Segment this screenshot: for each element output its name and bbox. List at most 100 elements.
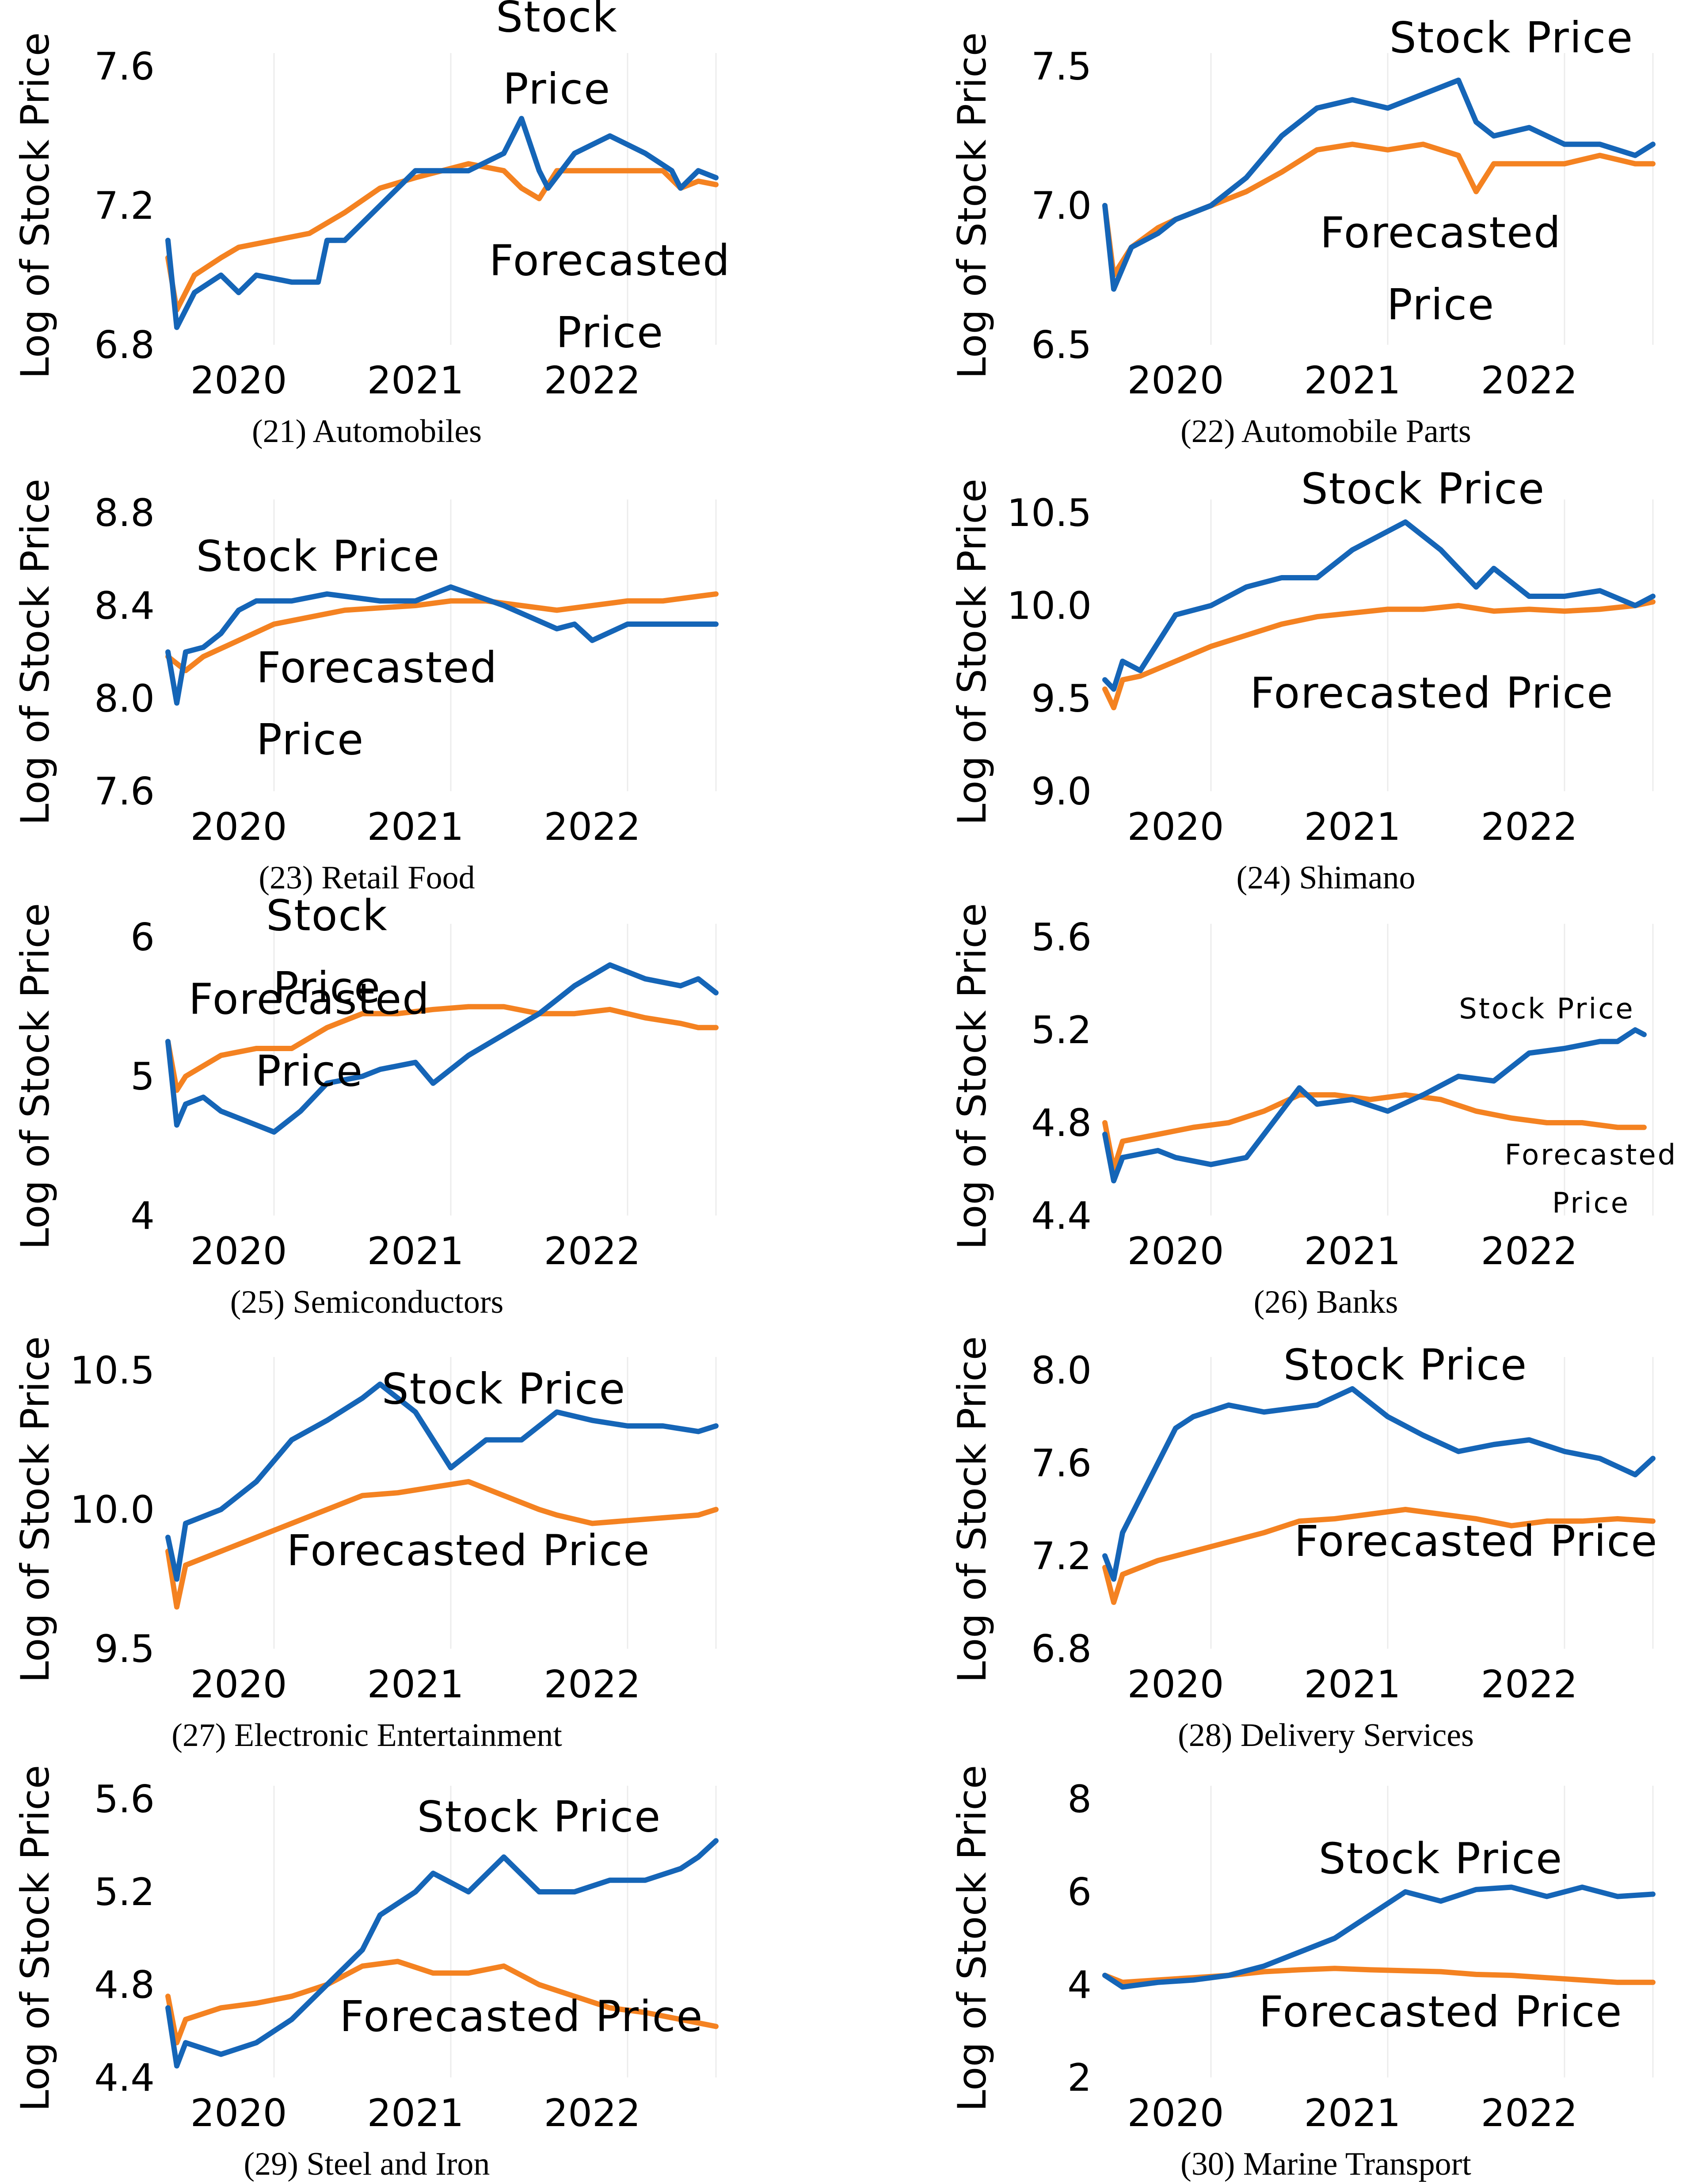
x-tick-label: 2021: [367, 805, 464, 849]
chart-caption: (29) Steel and Iron: [244, 2146, 490, 2182]
x-tick-label: 2020: [190, 1662, 287, 1707]
forecasted-price-line: [165, 1959, 719, 2046]
y-axis-label: Log of Stock Price: [949, 903, 995, 1250]
y-tick-label: 8.0: [94, 677, 155, 721]
stock-price-label: Stock Price: [1301, 464, 1545, 514]
x-tick-label: 2022: [1481, 1662, 1578, 1707]
y-axis-label: Log of Stock Price: [12, 903, 58, 1250]
y-tick-label: 6: [130, 915, 155, 960]
chart-caption: (23) Retail Food: [259, 860, 475, 896]
x-tick-label: 2021: [1304, 1662, 1401, 1707]
y-axis-label: Log of Stock Price: [949, 32, 995, 379]
y-tick-label: 8: [1067, 1777, 1092, 1822]
stock-price-label: Price: [273, 963, 381, 1012]
y-tick-label: 2: [1067, 2056, 1092, 2100]
forecasted-price-label: Price: [255, 1046, 363, 1096]
y-tick-label: 5.6: [94, 1777, 155, 1822]
x-tick-label: 2022: [544, 2091, 641, 2135]
y-tick-label: 8.4: [94, 584, 155, 628]
chart-caption: (30) Marine Transport: [1180, 2146, 1471, 2182]
y-tick-label: 4.8: [1031, 1101, 1092, 1145]
y-tick-label: 6.8: [94, 323, 155, 367]
chart-caption: (26) Banks: [1254, 1284, 1398, 1320]
forecasted-price-label: Price: [256, 715, 364, 764]
y-axis-label: Log of Stock Price: [949, 479, 995, 825]
x-tick-label: 2021: [1304, 358, 1401, 403]
y-tick-label: 7.6: [94, 770, 155, 814]
forecasted-price-label: Forecasted Price: [1250, 668, 1614, 718]
x-tick-label: 2020: [1127, 2091, 1224, 2135]
forecasted-price-label: Forecasted: [489, 236, 731, 286]
forecasted-price-line: [165, 1479, 719, 1610]
chart-panel-25: Log of Stock Price 6 5 4 2020 2021 2022 Stock Pr…: [12, 891, 719, 1320]
y-tick-label: 7.2: [1031, 1534, 1092, 1578]
stock-price-line: [1102, 1027, 1647, 1184]
forecasted-price-line: [165, 161, 719, 313]
y-tick-label: 5.2: [1031, 1008, 1092, 1052]
x-tick-label: 2022: [544, 358, 641, 403]
y-tick-label: 10.0: [70, 1488, 155, 1532]
y-tick-label: 5: [130, 1055, 155, 1099]
x-tick-label: 2020: [1127, 805, 1224, 849]
forecasted-price-label: Forecasted Price: [340, 1992, 704, 2041]
x-tick-label: 2020: [190, 358, 287, 403]
stock-price-label: Stock Price: [196, 531, 440, 581]
y-tick-label: 4: [1067, 1963, 1092, 2007]
stock-price-label: Stock Price: [417, 1792, 661, 1842]
x-tick-label: 2021: [367, 358, 464, 403]
x-tick-label: 2021: [1304, 2091, 1401, 2135]
chart-panel-22: Log of Stock Price 7.5 7.0 6.5 2020 2021 2022 S…: [949, 13, 1656, 450]
stock-price-label: Price: [503, 64, 611, 114]
y-axis-label: Log of Stock Price: [949, 1336, 995, 1683]
stock-price-label: Stock: [496, 0, 618, 42]
chart-caption: (24) Shimano: [1237, 860, 1416, 896]
chart-panel-24: Log of Stock Price 10.5 10.0 9.5 9.0 2020 2021…: [949, 464, 1656, 896]
y-tick-label: 4.8: [94, 1963, 155, 2007]
stock-price-line: [165, 1838, 719, 2069]
x-tick-label: 2022: [544, 805, 641, 849]
forecasted-price-label: Price: [556, 308, 664, 358]
forecasted-price-label: Forecasted Price: [1294, 1517, 1658, 1566]
forecasted-price-label: Price: [1387, 280, 1495, 330]
x-tick-label: 2020: [190, 1229, 287, 1273]
y-tick-label: 7.6: [1031, 1441, 1092, 1486]
forecasted-price-line: [165, 1004, 719, 1093]
y-tick-label: 7.2: [94, 184, 155, 228]
stock-price-label: Stock Price: [1283, 1340, 1527, 1390]
y-tick-label: 5.2: [94, 1870, 155, 1914]
y-axis-label: Log of Stock Price: [12, 1336, 58, 1683]
stock-price-line: [1102, 519, 1656, 692]
y-tick-label: 7.5: [1031, 45, 1092, 89]
y-tick-label: 8.8: [94, 491, 155, 535]
stock-price-line: [1102, 1884, 1656, 1990]
x-tick-label: 2021: [367, 1229, 464, 1273]
y-axis-label: Log of Stock Price: [949, 1765, 995, 2112]
forecasted-price-label: Forecasted Price: [287, 1526, 651, 1575]
chart-panel-27: Log of Stock Price 10.5 10.0 9.5 2020 2021 202…: [12, 1336, 719, 1753]
x-tick-label: 2020: [190, 2091, 287, 2135]
forecasted-price-line: [1102, 141, 1656, 278]
x-tick-label: 2021: [1304, 1229, 1401, 1273]
stock-price-line: [165, 962, 719, 1135]
chart-caption: (25) Semiconductors: [230, 1284, 504, 1320]
y-tick-label: 5.6: [1031, 915, 1092, 960]
chart-panel-30: Log of Stock Price 8 6 4 2 2020 2021 2022 Stock …: [949, 1765, 1656, 2182]
y-tick-label: 10.5: [70, 1349, 155, 1393]
chart-panel-28: Log of Stock Price 8.0 7.6 7.2 6.8 2020 2021 20…: [949, 1336, 1658, 1753]
chart-panel-29: Log of Stock Price 5.6 5.2 4.8 4.4 2020 2021 20…: [12, 1765, 719, 2182]
stock-price-line: [1102, 77, 1656, 292]
y-tick-label: 7.0: [1031, 184, 1092, 228]
chart-caption: (28) Delivery Services: [1178, 1717, 1474, 1753]
chart-caption: (22) Automobile Parts: [1180, 413, 1471, 450]
forecasted-price-label: Forecasted Price: [1259, 1987, 1623, 2037]
chart-caption: (21) Automobiles: [252, 413, 482, 450]
x-tick-label: 2022: [1481, 358, 1578, 403]
chart-panel-21: Log of Stock Price 7.6 7.2 6.8 2020 2021 2022 S…: [12, 0, 731, 450]
stock-price-line: [1102, 1386, 1656, 1582]
x-tick-label: 2021: [1304, 805, 1401, 849]
forecasted-price-line: [1102, 599, 1656, 710]
x-tick-label: 2022: [1481, 2091, 1578, 2135]
forecasted-price-label: Forecasted: [1320, 208, 1561, 258]
chart-panel-26: Log of Stock Price 5.6 5.2 4.8 4.4 2020 2021 20…: [949, 903, 1675, 1320]
